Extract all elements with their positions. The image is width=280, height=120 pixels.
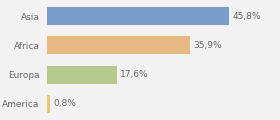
Text: 0,8%: 0,8% [53, 99, 76, 108]
Bar [47, 7, 229, 25]
Text: 45,8%: 45,8% [233, 12, 261, 21]
Bar [47, 66, 117, 84]
Text: 17,6%: 17,6% [120, 70, 149, 79]
Bar [47, 95, 50, 113]
Text: 35,9%: 35,9% [193, 41, 222, 50]
Bar [47, 36, 190, 54]
